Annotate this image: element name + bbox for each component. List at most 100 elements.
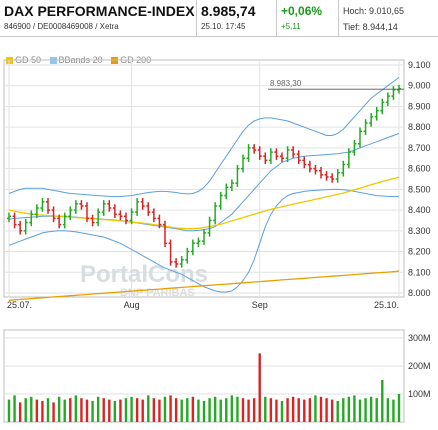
volume-bar [286,398,289,422]
gd50-line [8,176,400,230]
volume-bar [369,396,373,422]
watermark-text: PortalCons [80,261,208,288]
volume-bar [397,394,401,422]
volume-bar [135,398,139,422]
last-price: 8.985,74 [201,3,256,19]
ohlc-bars [7,84,401,268]
volume-bar [225,398,228,422]
volume-bar [275,399,278,422]
price-grid [3,59,405,298]
price-x-axis: 25.07. Aug Sep 25.10. [7,300,399,310]
price-y-tick-label: 9.100 [408,60,431,70]
volume-bar [147,395,150,422]
price-cell: 8.985,74 25.10. 17:45 [196,0,275,36]
price-x-tick-label: 25.10. [374,300,399,310]
volume-bar [386,398,390,422]
volume-y-tick-label: 100M [408,389,431,399]
volume-bar [141,399,144,422]
price-y-tick-label: 8.600 [408,164,431,174]
price-y-tick-label: 8.100 [408,267,431,277]
volume-bar [336,401,339,422]
volume-bar [314,395,317,422]
price-chart: PortalCons BNP PARIBAS 8.983,30 8.0008.1… [3,59,431,310]
volume-bar [30,396,33,422]
volume-bar [375,398,378,422]
volume-bar [80,398,83,422]
volume-bar [163,396,167,422]
price-y-tick-label: 8.000 [408,288,431,298]
price-y-tick-label: 8.900 [408,101,431,111]
volume-y-axis: 100M 200M 300M [408,333,431,399]
volume-bar [169,395,172,422]
index-identifiers: 846900 / DE0008469008 / Xetra [4,22,119,31]
volume-bar [230,395,234,422]
volume-bar [18,402,22,422]
volume-bar [180,399,183,422]
price-x-tick-label: Sep [252,300,268,310]
day-low: Tief: 8.944,14 [343,22,398,32]
volume-bar [119,399,122,422]
gd200-line [8,270,400,301]
volume-bar [191,396,195,422]
volume-bar [46,398,50,422]
volume-bar [102,398,105,422]
price-y-tick-label: 8.700 [408,143,431,153]
price-y-tick-label: 8.400 [408,205,431,215]
volume-bar [219,399,222,422]
volume-bar [358,399,362,422]
volume-bar [52,402,55,422]
volume-bar [152,398,156,422]
volume-y-tick-label: 300M [408,333,431,343]
volume-bar [24,398,27,422]
volume-bar [269,398,273,422]
price-y-tick-label: 8.200 [408,247,431,257]
volume-bar [347,396,351,422]
volume-bars [7,353,401,422]
volume-bar [69,398,72,422]
price-x-tick-label: 25.07. [7,300,32,310]
volume-bar [342,398,345,422]
volume-bar [353,395,356,422]
price-y-tick-label: 9.000 [408,81,431,91]
volume-bar [330,399,334,422]
volume-bar [35,399,39,422]
volume-bar [13,395,16,422]
bband-lower-line [8,188,399,293]
volume-bar [291,396,295,422]
volume-bar [319,396,323,422]
change-absolute: +5,11 [281,22,301,31]
volume-bar [213,396,217,422]
volume-chart: 100M 200M 300M [3,329,431,423]
index-title: DAX PERFORMANCE-INDEX [4,3,195,19]
day-high: Hoch: 9.010,65 [343,6,405,16]
volume-bar [85,399,89,422]
price-y-tick-label: 8.500 [408,184,431,194]
price-y-tick-label: 8.800 [408,122,431,132]
volume-bar [96,396,100,422]
quote-header: DAX PERFORMANCE-INDEX 846900 / DE0008469… [0,0,438,37]
volume-bar [392,399,395,422]
change-percent: +0,06% [281,4,323,18]
volume-bar [303,399,306,422]
volume-bar [208,398,211,422]
volume-bar [108,399,111,422]
price-y-axis: 8.000 8.100 8.200 8.300 8.400 8.500 8.600 8.700… [408,60,431,298]
volume-bar [113,401,117,422]
volume-bar [364,398,367,422]
volume-bar [202,401,206,422]
volume-bar [258,353,261,422]
volume-bar [57,396,61,422]
volume-bar [252,398,256,422]
volume-bar [41,401,44,422]
range-cell: Hoch: 9.010,65 Tief: 8.944,14 [338,0,438,36]
volume-bar [241,398,245,422]
volume-bar [247,399,250,422]
volume-bar [236,396,239,422]
volume-bar [74,395,78,422]
volume-bar [7,399,11,422]
volume-y-tick-label: 200M [408,361,431,371]
volume-bar [91,401,94,422]
volume-bar [264,396,267,422]
volume-bar [158,399,161,422]
volume-bar [124,398,128,422]
